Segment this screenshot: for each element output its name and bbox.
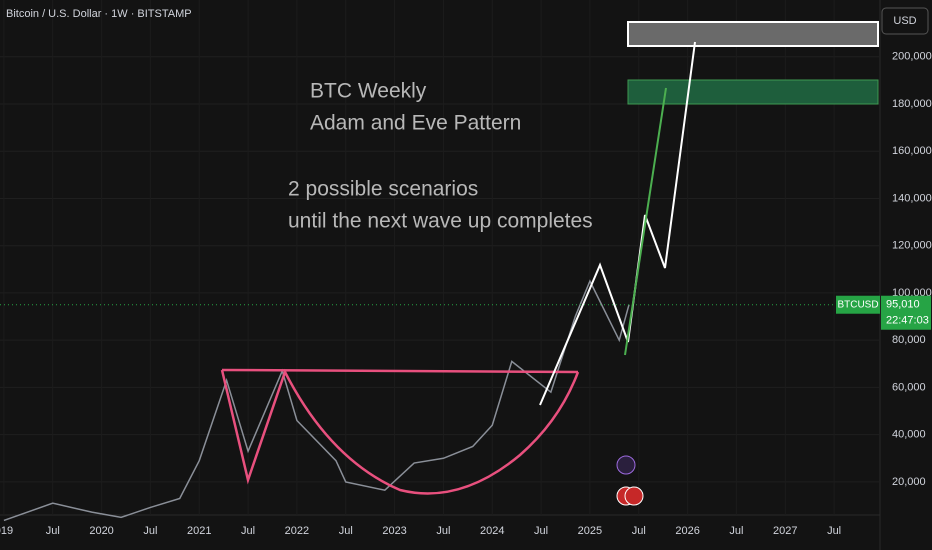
x-tick-label: Jul — [534, 525, 548, 537]
x-tick-label: 2027 — [773, 525, 797, 537]
x-tick-label: 2020 — [89, 525, 113, 537]
x-tick-label: Jul — [436, 525, 450, 537]
annotation: Adam and Eve Pattern — [310, 112, 521, 135]
y-tick-label: 200,000 — [892, 51, 932, 63]
event-icon[interactable] — [616, 455, 636, 475]
x-tick-label: 2022 — [285, 525, 309, 537]
price-tag-countdown: 22:47:03 — [886, 315, 929, 327]
target-box-white — [627, 21, 879, 47]
annotation: until the next wave up completes — [288, 210, 593, 233]
x-tick-label: Jul — [241, 525, 255, 537]
x-tick-label: 2026 — [675, 525, 699, 537]
annotation: BTC Weekly — [310, 80, 427, 103]
neckline — [221, 368, 579, 374]
y-tick-label: 140,000 — [892, 192, 932, 204]
x-tick-label: Jul — [632, 525, 646, 537]
x-tick-label: 019 — [0, 525, 13, 537]
symbol-title: Bitcoin / U.S. Dollar · 1W · BITSTAMP — [6, 8, 192, 20]
price-tag — [881, 295, 931, 330]
currency-box[interactable] — [881, 7, 929, 35]
y-tick-label: 20,000 — [892, 476, 926, 488]
x-tick-label: Jul — [827, 525, 841, 537]
y-tick-label: 40,000 — [892, 429, 926, 441]
y-tick-label: 160,000 — [892, 145, 932, 157]
y-tick-label: 80,000 — [892, 334, 926, 346]
price-line — [3, 279, 630, 522]
annotation: 2 possible scenarios — [288, 178, 478, 201]
x-tick-label: 2024 — [480, 525, 504, 537]
y-tick-label: 60,000 — [892, 381, 926, 393]
x-tick-label: 2025 — [578, 525, 602, 537]
scenario-green — [624, 87, 667, 356]
x-tick-label: 2021 — [187, 525, 211, 537]
target-box-green — [627, 79, 879, 105]
x-tick-label: 2023 — [382, 525, 406, 537]
currency: USD — [893, 15, 916, 27]
x-tick-label: Jul — [143, 525, 157, 537]
y-tick-label: 180,000 — [892, 98, 932, 110]
x-tick-label: Jul — [729, 525, 743, 537]
symbol-tag — [836, 295, 880, 314]
adam-eve-pattern — [220, 368, 580, 495]
y-tick-label: 120,000 — [892, 240, 932, 252]
x-tick-label: Jul — [46, 525, 60, 537]
price-tag-value: 95,010 — [886, 299, 920, 311]
x-tick-label: Jul — [339, 525, 353, 537]
symbol-tag-label: BTCUSD — [837, 299, 878, 310]
event-icon[interactable] — [624, 486, 644, 506]
